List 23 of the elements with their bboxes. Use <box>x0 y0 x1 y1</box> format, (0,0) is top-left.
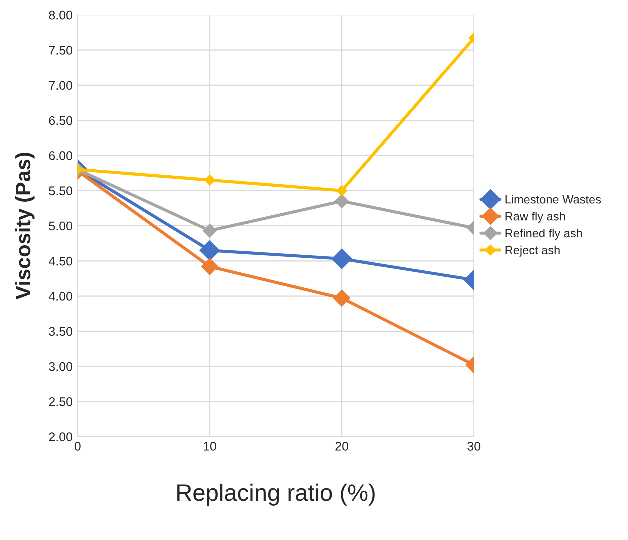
x-tick-label: 10 <box>204 442 216 451</box>
y-tick-label: 6.50 <box>49 116 73 126</box>
y-tick-label: 3.00 <box>49 362 73 372</box>
y-tick-label: 5.50 <box>49 186 73 196</box>
legend-label: Refined fly ash <box>506 228 582 240</box>
y-tick-label: 5.00 <box>49 222 73 231</box>
legend-label: Limestone Wastes <box>506 195 602 204</box>
y-tick-label: 7.50 <box>49 46 73 55</box>
y-tick-label: 2.00 <box>49 432 73 442</box>
y-tick-label: 4.00 <box>48 292 73 301</box>
legend-label: Raw fly ash <box>506 212 566 224</box>
y-tick-label: 8.00 <box>49 10 73 20</box>
y-tick-label: 6.00 <box>49 152 73 160</box>
y-tick-label: 2.50 <box>49 398 73 406</box>
legend-label: Reject ash <box>506 246 560 257</box>
y-axis-title: Viscosity (Pas) <box>15 153 35 300</box>
x-tick-label: 0 <box>74 442 81 451</box>
x-tick-label: 30 <box>468 442 481 451</box>
y-tick-label: 7.00 <box>49 81 73 90</box>
x-tick-label: 20 <box>336 442 349 451</box>
y-tick-label: 3.50 <box>49 327 73 336</box>
x-axis-title: Replacing ratio (%) <box>178 484 375 506</box>
y-tick-label: 4.50 <box>48 256 73 266</box>
